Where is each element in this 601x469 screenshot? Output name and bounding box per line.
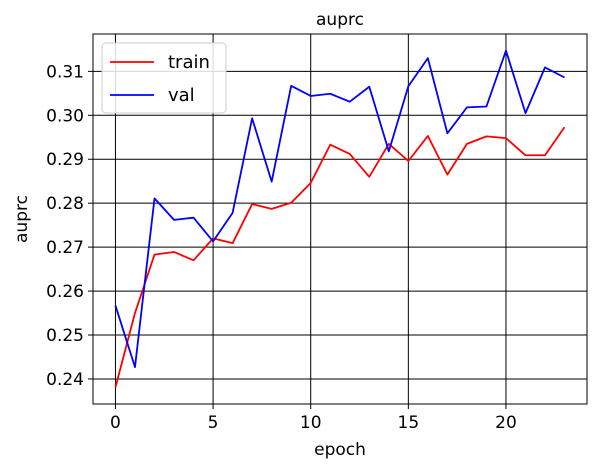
y-axis-label: auprc [12,195,32,243]
series-layer [114,49,566,388]
series-line-train [114,126,566,388]
x-tick-label: 20 [495,413,517,433]
y-tick-label: 0.24 [46,370,84,390]
y-tick-label: 0.31 [46,62,84,82]
x-axis-ticks: 0 5 10 15 20 [110,404,517,433]
y-tick-label: 0.25 [46,326,84,346]
legend-label-train: train [168,52,210,73]
legend: train val [101,42,227,114]
y-tick-label: 0.28 [46,194,84,214]
y-axis-ticks: 0.24 0.25 0.26 0.27 0.28 0.29 0.30 0.31 [46,62,93,390]
x-tick-label: 15 [398,413,420,433]
y-tick-label: 0.26 [46,282,84,302]
y-tick-label: 0.30 [46,106,84,126]
legend-label-val: val [168,85,195,106]
plot-frame [92,33,588,405]
y-tick-label: 0.27 [46,238,84,258]
x-tick-label: 5 [208,413,219,433]
x-tick-label: 10 [300,413,322,433]
series-line-val [114,49,565,368]
x-tick-label: 0 [110,413,121,433]
chart-title: auprc [316,10,364,30]
x-axis-label: epoch [314,440,366,460]
y-tick-label: 0.29 [46,150,84,170]
